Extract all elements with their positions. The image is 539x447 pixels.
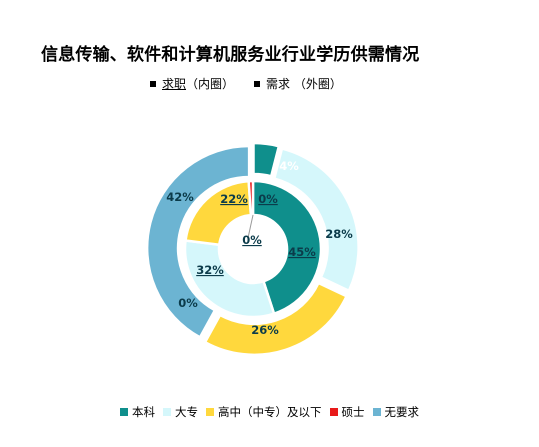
data-label-inner-3: 22% bbox=[220, 192, 248, 206]
slice-outer-1 bbox=[252, 141, 281, 178]
ring-legend-inner-name: 求职 bbox=[162, 77, 187, 91]
ring-legend-outer-name: 需求 bbox=[266, 77, 291, 91]
legend-swatch-icon bbox=[329, 407, 338, 416]
legend-square-icon bbox=[254, 80, 260, 87]
legend-swatch-icon bbox=[120, 407, 128, 416]
data-label-outer-3: 26% bbox=[251, 323, 279, 337]
slice-inner-2 bbox=[183, 239, 276, 319]
legend-item-5: 无要求 bbox=[372, 404, 420, 420]
legend-item-1: 本科 bbox=[120, 404, 155, 420]
data-label-inner-2: 32% bbox=[196, 263, 224, 277]
legend-swatch-icon bbox=[163, 407, 171, 416]
data-label-inner-5: 0% bbox=[242, 233, 262, 247]
data-label-outer-1: 4% bbox=[279, 159, 299, 173]
leader-line bbox=[247, 214, 254, 239]
slice-outer-3 bbox=[203, 281, 348, 357]
slice-inner-1 bbox=[251, 179, 323, 315]
data-label-inner-4: 0% bbox=[258, 192, 278, 206]
legend-item-4: 硕士 bbox=[329, 404, 365, 420]
legend-label: 大专 bbox=[175, 405, 198, 419]
legend-label: 高中（中专）及以下 bbox=[218, 405, 322, 419]
data-label-inner-1: 45% bbox=[288, 245, 316, 259]
ring-legend-outer: 需求 （外圈） bbox=[254, 75, 342, 92]
chart-title: 信息传输、软件和计算机服务业行业学历供需情况 bbox=[41, 45, 420, 65]
legend-square-icon bbox=[150, 80, 156, 87]
legend-label: 无要求 bbox=[384, 405, 420, 419]
legend-item-3: 高中（中专）及以下 bbox=[206, 404, 322, 420]
legend-label: 硕士 bbox=[341, 405, 365, 419]
slice-outer-2 bbox=[273, 147, 360, 292]
legend-swatch-icon bbox=[206, 407, 214, 416]
legend-label: 本科 bbox=[132, 405, 155, 419]
data-label-outer-2: 28% bbox=[325, 227, 353, 241]
data-label-outer-4: 0% bbox=[178, 296, 198, 310]
slice-inner-4 bbox=[247, 179, 255, 217]
ring-legend-inner-note: （内圈） bbox=[186, 77, 235, 91]
legend-item-2: 大专 bbox=[163, 404, 198, 420]
category-legend: 本科 大专 高中（中专）及以下 硕士 无要求 bbox=[0, 404, 539, 420]
data-label-outer-5: 42% bbox=[166, 190, 194, 204]
legend-swatch-icon bbox=[372, 407, 381, 416]
ring-legend-outer-note: （外圈） bbox=[290, 77, 342, 91]
slice-outer-5 bbox=[145, 144, 251, 339]
ring-legend-inner: 求职（内圈） bbox=[150, 75, 234, 92]
